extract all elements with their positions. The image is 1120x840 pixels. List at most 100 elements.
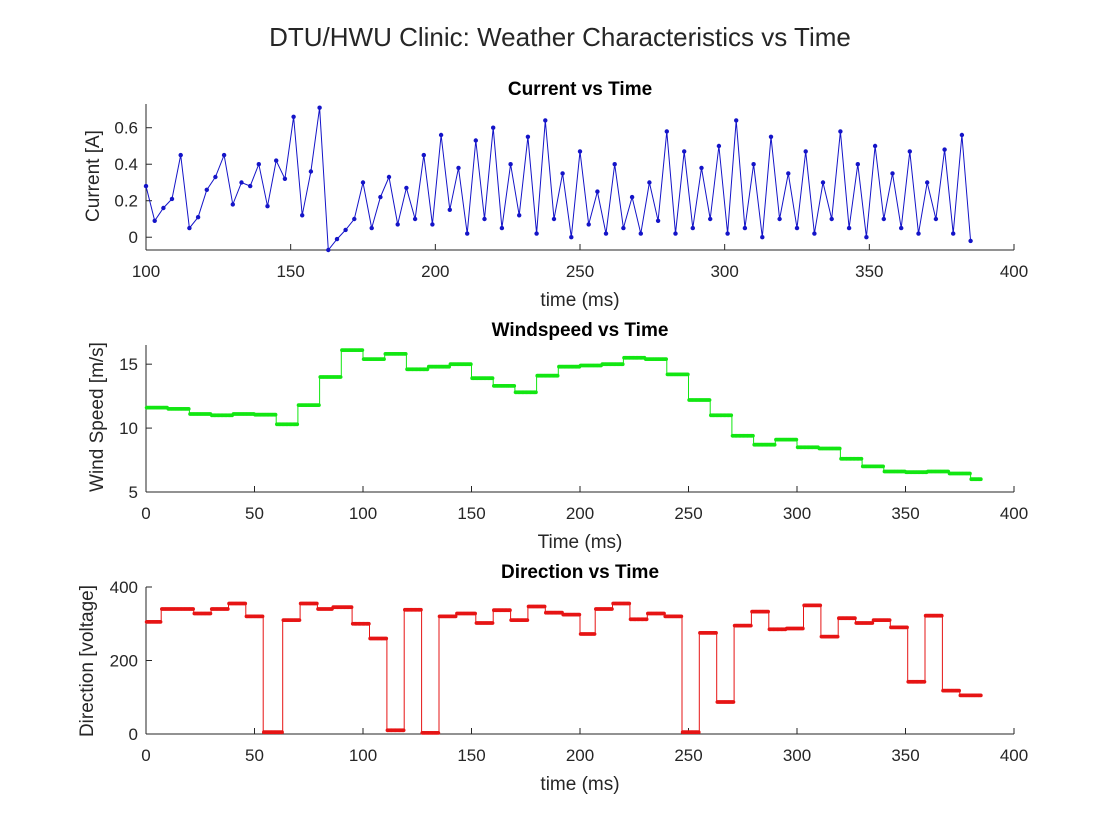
current-data-point bbox=[838, 129, 843, 134]
current-data-point bbox=[777, 216, 782, 222]
current-data-point bbox=[803, 149, 808, 154]
direction-data-point bbox=[592, 632, 597, 636]
direction-data-point bbox=[401, 728, 406, 733]
current-data-point bbox=[169, 196, 175, 202]
windspeed-data-point bbox=[751, 433, 755, 438]
current-y-axis-label: Current [A] bbox=[83, 130, 104, 222]
current-data-point bbox=[282, 176, 288, 181]
current-data-point bbox=[725, 231, 730, 236]
windspeed-data-point bbox=[360, 348, 365, 352]
current-data-point bbox=[864, 235, 869, 240]
current-data-point bbox=[213, 174, 218, 180]
current-data-point bbox=[595, 189, 600, 194]
current-data-point bbox=[655, 218, 661, 223]
direction-data-point bbox=[679, 614, 684, 619]
windspeed-y-tick-label: 10 bbox=[119, 419, 138, 438]
direction-x-tick-label: 300 bbox=[783, 746, 811, 765]
current-data-point bbox=[751, 162, 756, 167]
current-data-point bbox=[586, 222, 591, 227]
current-data-point bbox=[638, 231, 643, 236]
current-data-point bbox=[525, 134, 531, 139]
current-data-point bbox=[386, 174, 392, 180]
current-data-point bbox=[291, 114, 296, 120]
current-data-point bbox=[334, 236, 340, 242]
current-y-tick-label: 0.4 bbox=[114, 155, 138, 174]
current-data-point bbox=[846, 225, 852, 231]
current-data-point bbox=[629, 194, 635, 200]
current-data-point bbox=[925, 180, 930, 185]
direction-data-point bbox=[577, 612, 582, 617]
windspeed-data-point bbox=[729, 413, 734, 418]
current-x-tick-label: 350 bbox=[855, 262, 883, 281]
windspeed-data-point bbox=[685, 372, 690, 377]
current-data-point bbox=[673, 231, 678, 236]
direction-data-point bbox=[280, 730, 284, 735]
current-data-point bbox=[204, 187, 209, 192]
current-data-point bbox=[352, 216, 357, 222]
direction-data-point bbox=[208, 611, 213, 616]
direction-y-tick-label: 200 bbox=[110, 652, 138, 671]
direction-data-point bbox=[490, 621, 495, 625]
direction-y-axis-label: Direction [voltage] bbox=[77, 585, 98, 737]
direction-x-tick-label: 0 bbox=[141, 746, 150, 765]
direction-data-point bbox=[766, 609, 770, 614]
direction-x-tick-label: 350 bbox=[891, 746, 919, 765]
current-data-point bbox=[187, 225, 192, 231]
direction-data-point bbox=[887, 618, 892, 622]
direction-data-point bbox=[853, 616, 857, 621]
current-data-point bbox=[230, 202, 235, 207]
direction-data-point bbox=[297, 618, 302, 622]
windspeed-x-tick-label: 200 bbox=[566, 504, 594, 523]
direction-data-point bbox=[225, 607, 230, 611]
current-data-point bbox=[308, 169, 314, 174]
current-data-point bbox=[734, 118, 739, 123]
windspeed-data-point bbox=[837, 446, 842, 451]
windspeed-x-tick-label: 400 bbox=[1000, 504, 1028, 523]
direction-data-point bbox=[731, 700, 736, 704]
current-x-tick-label: 250 bbox=[566, 262, 594, 281]
windspeed-x-axis-label: Time (ms) bbox=[538, 532, 623, 553]
current-data-point bbox=[829, 216, 834, 222]
current-data-point bbox=[508, 162, 513, 167]
direction-data-point bbox=[800, 626, 805, 631]
current-data-point bbox=[881, 216, 886, 222]
current-x-tick-label: 300 bbox=[710, 262, 738, 281]
current-data-point bbox=[430, 222, 435, 227]
current-data-point bbox=[447, 207, 452, 212]
direction-y-tick-label: 0 bbox=[129, 725, 138, 744]
current-data-point bbox=[378, 194, 383, 200]
windspeed-panel-title: Windspeed vs Time bbox=[492, 320, 669, 341]
current-data-point bbox=[395, 222, 400, 227]
direction-data-point bbox=[714, 631, 718, 635]
direction-data-point bbox=[508, 608, 512, 613]
direction-x-tick-label: 50 bbox=[245, 746, 264, 765]
current-data-point bbox=[708, 216, 713, 222]
windspeed-x-tick-label: 350 bbox=[891, 504, 919, 523]
direction-data-point bbox=[662, 611, 666, 616]
current-data-point bbox=[682, 149, 687, 154]
current-x-tick-label: 150 bbox=[276, 262, 304, 281]
current-data-point bbox=[326, 247, 331, 253]
direction-data-point bbox=[314, 601, 319, 606]
direction-data-point bbox=[542, 604, 547, 609]
current-data-point bbox=[412, 216, 418, 222]
current-data-point bbox=[543, 118, 548, 123]
windspeed-data-point bbox=[273, 412, 278, 417]
current-panel-title: Current vs Time bbox=[508, 79, 652, 100]
direction-x-tick-label: 200 bbox=[566, 746, 594, 765]
current-y-tick-label: 0 bbox=[129, 228, 138, 247]
current-x-tick-label: 200 bbox=[421, 262, 449, 281]
current-data-point bbox=[274, 158, 279, 163]
current-data-point bbox=[534, 231, 539, 236]
windspeed-data-point bbox=[338, 375, 343, 379]
windspeed-x-tick-label: 50 bbox=[245, 504, 264, 523]
current-data-point bbox=[603, 231, 609, 236]
direction-data-point bbox=[835, 634, 840, 639]
direction-data-point bbox=[922, 679, 927, 684]
current-data-point bbox=[499, 225, 505, 231]
current-data-point bbox=[577, 149, 583, 154]
windspeed-data-point bbox=[978, 477, 983, 482]
windspeed-y-tick-label: 15 bbox=[119, 355, 138, 374]
figure-title: DTU/HWU Clinic: Weather Characteristics … bbox=[269, 22, 851, 52]
